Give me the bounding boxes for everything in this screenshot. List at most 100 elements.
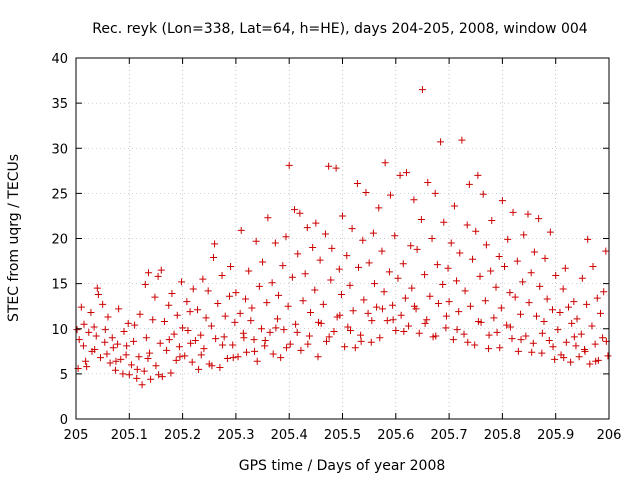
data-point xyxy=(211,240,219,248)
data-point xyxy=(109,344,117,352)
data-point xyxy=(214,299,222,307)
data-point xyxy=(268,279,276,287)
data-point xyxy=(397,311,405,319)
data-point xyxy=(151,293,159,301)
data-point xyxy=(508,335,516,343)
data-point xyxy=(106,359,114,367)
data-point xyxy=(549,343,557,351)
data-point xyxy=(111,366,119,374)
y-tick-label: 0 xyxy=(60,413,68,428)
data-point xyxy=(186,308,194,316)
data-point xyxy=(341,343,349,351)
y-tick-label: 20 xyxy=(51,233,68,248)
data-point xyxy=(472,227,480,235)
data-point xyxy=(453,277,461,285)
data-point xyxy=(301,270,309,278)
data-point xyxy=(482,241,490,249)
data-point xyxy=(343,252,351,260)
data-point xyxy=(599,334,607,342)
data-point xyxy=(188,358,196,366)
data-point xyxy=(497,304,505,312)
data-point xyxy=(418,86,426,94)
data-point xyxy=(178,278,186,286)
data-point xyxy=(149,316,157,324)
data-point xyxy=(535,215,543,223)
data-point xyxy=(307,309,315,317)
data-point xyxy=(545,336,553,344)
data-point xyxy=(152,362,160,370)
data-point xyxy=(376,334,384,342)
data-point xyxy=(589,262,597,270)
data-point xyxy=(77,303,85,311)
data-point xyxy=(272,324,280,332)
data-point xyxy=(204,287,212,295)
data-point xyxy=(155,371,163,379)
data-point xyxy=(559,285,567,293)
data-point xyxy=(218,272,226,280)
data-point xyxy=(165,301,173,309)
data-point xyxy=(104,313,112,321)
data-point xyxy=(252,237,260,245)
data-point xyxy=(101,338,109,346)
data-point xyxy=(200,345,208,353)
data-point xyxy=(280,326,288,334)
data-point xyxy=(488,216,496,224)
data-point xyxy=(167,369,175,377)
data-point xyxy=(525,299,533,307)
data-point xyxy=(138,381,146,389)
data-point xyxy=(527,269,535,277)
data-point xyxy=(337,290,345,298)
data-point xyxy=(223,355,231,363)
data-point xyxy=(339,212,346,220)
data-point xyxy=(577,330,585,338)
data-point xyxy=(524,210,532,218)
data-point xyxy=(257,325,265,333)
y-tick-label: 25 xyxy=(51,187,68,202)
data-point xyxy=(176,353,184,361)
data-point xyxy=(360,296,368,304)
data-point xyxy=(437,138,445,146)
data-point xyxy=(529,339,537,347)
data-point xyxy=(319,300,327,308)
data-point xyxy=(156,339,164,347)
data-point xyxy=(492,283,500,291)
data-point xyxy=(314,353,322,361)
data-point xyxy=(263,299,271,307)
data-point xyxy=(433,261,441,269)
data-point xyxy=(277,354,285,362)
data-point xyxy=(554,326,562,334)
data-point xyxy=(458,136,466,144)
data-point xyxy=(283,344,291,352)
data-point xyxy=(357,331,365,339)
data-point xyxy=(600,288,608,296)
data-point xyxy=(580,346,588,354)
data-point xyxy=(567,358,575,366)
data-point xyxy=(273,315,281,323)
data-point xyxy=(221,312,229,320)
data-point xyxy=(449,336,457,344)
data-point xyxy=(197,351,205,359)
data-point xyxy=(82,357,90,365)
data-point xyxy=(294,250,302,258)
data-point xyxy=(564,303,572,311)
data-point xyxy=(604,352,612,360)
data-point xyxy=(399,260,407,268)
data-point xyxy=(407,242,415,250)
data-point xyxy=(392,327,400,335)
data-point xyxy=(286,340,294,348)
data-point xyxy=(168,290,176,298)
data-point xyxy=(305,332,313,340)
y-tick-label: 5 xyxy=(60,368,68,383)
data-point xyxy=(520,231,528,239)
data-point xyxy=(495,253,503,261)
data-point xyxy=(506,323,514,331)
data-point xyxy=(442,324,450,332)
data-point xyxy=(421,271,429,279)
data-point xyxy=(538,349,546,357)
data-point xyxy=(351,344,359,352)
data-point xyxy=(99,300,107,308)
data-point xyxy=(327,276,335,284)
data-point xyxy=(93,284,101,292)
data-point xyxy=(413,245,421,253)
data-point xyxy=(493,328,501,336)
